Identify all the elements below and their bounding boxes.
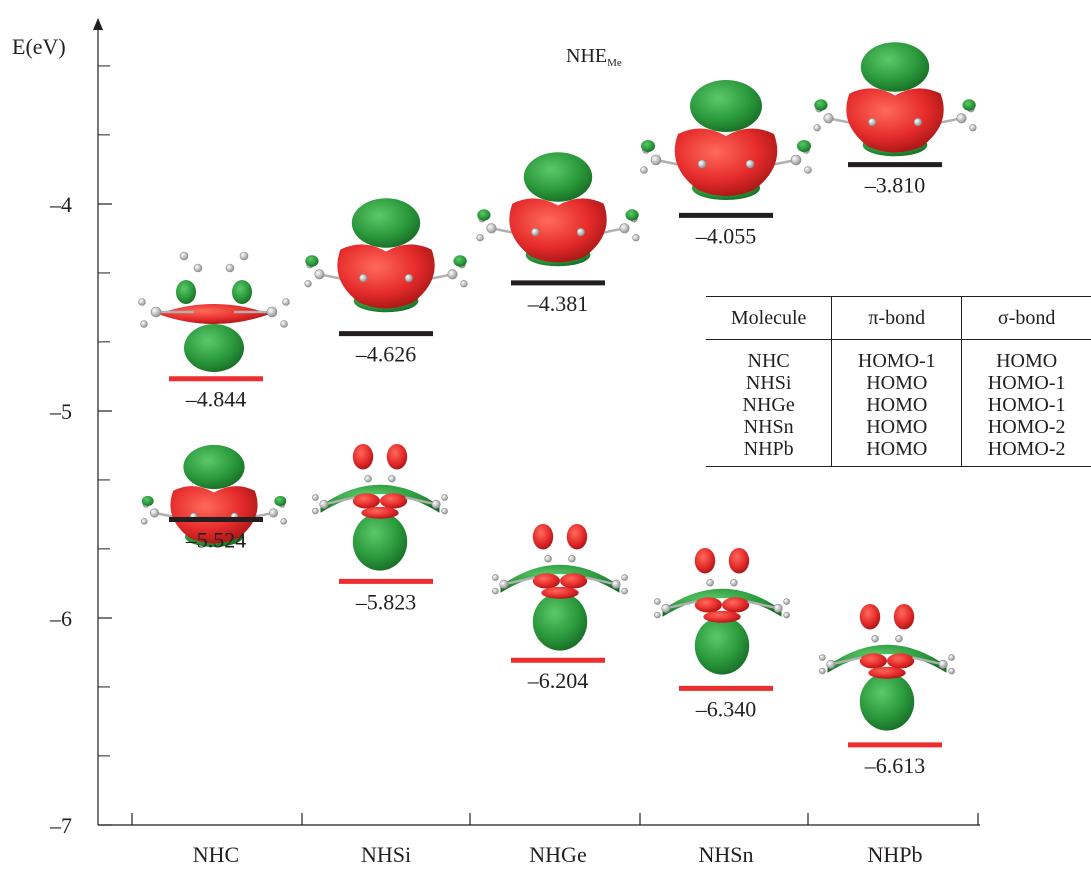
pi-orbital (654, 547, 790, 675)
energy-levels: –4.844 –5.823 –6.204 –6.340 –6.613 –5.524 –4.6… (169, 162, 942, 778)
chart-title-subscript: Me (607, 57, 622, 69)
table-cell: NHSi (745, 372, 792, 394)
pi-orbital (492, 523, 628, 651)
table-body: NHC HOMO-1 HOMO NHSi HOMO HOMO-1 NHGe HOMO HOMO-… (706, 339, 1091, 466)
table-cell: NHC (747, 350, 790, 372)
table-row: NHGe HOMO HOMO-1 (706, 394, 1091, 416)
x-tick-label: NHPb (867, 842, 922, 867)
table-row: NHC HOMO-1 HOMO (706, 339, 1091, 372)
table-header-cell: π-bond (831, 297, 962, 340)
table-row: NHPb HOMO HOMO-2 (706, 438, 1091, 466)
sigma-orbital (476, 152, 640, 267)
pi-orbital (312, 443, 448, 571)
energy-level-label: –3.810 (864, 173, 926, 198)
chart-title: NHEMe (566, 45, 622, 69)
sigma-orbital (813, 42, 977, 157)
y-tick-label: –6 (49, 606, 72, 631)
energy-level-label: –4.626 (355, 342, 417, 367)
energy-level-label: –4.055 (695, 223, 757, 248)
nhc-homo-orbital (138, 251, 290, 372)
pi-orbital (819, 603, 955, 731)
table-row: NHSi HOMO HOMO-1 (706, 372, 1091, 394)
table-header-cell: σ-bond (961, 297, 1091, 340)
table-cell: HOMO (831, 416, 962, 438)
table-cell: NHGe (742, 394, 795, 416)
table-cell: HOMO (831, 394, 962, 416)
table-header-row: Molecule π-bond σ-bond (706, 297, 1091, 340)
table-cell: HOMO-1 (831, 339, 962, 372)
table-cell: HOMO-1 (961, 372, 1091, 394)
table-row: NHSn HOMO HOMO-2 (706, 416, 1091, 438)
y-tick-label: –7 (49, 813, 72, 838)
y-tick-label: –5 (49, 399, 72, 424)
table-cell: HOMO-2 (961, 438, 1091, 466)
energy-level-label: –6.204 (527, 668, 589, 693)
table-cell: HOMO (961, 339, 1091, 372)
table-cell: HOMO-2 (961, 416, 1091, 438)
table-cell: HOMO (831, 438, 962, 466)
energy-level-label: –4.381 (527, 291, 589, 316)
x-tick-label: NHSn (698, 842, 753, 867)
x-tick-label: NHGe (529, 842, 586, 867)
y-axis-label: E(eV) (12, 34, 66, 59)
bond-assignment-table: Molecule π-bond σ-bond NHC HOMO-1 HOMO NHSi HO… (706, 296, 1091, 467)
y-axis-arrow (93, 18, 103, 30)
table-cell: HOMO-1 (961, 394, 1091, 416)
y-tick-label: –4 (49, 192, 72, 217)
sigma-orbital (640, 80, 812, 200)
energy-level-label: –4.844 (185, 387, 247, 412)
energy-level-label: –6.613 (864, 753, 926, 778)
energy-level-label: –6.340 (695, 696, 757, 721)
sigma-orbital (304, 198, 468, 313)
table-cell: HOMO (831, 372, 962, 394)
table-header-cell: Molecule (706, 297, 832, 340)
table-cell: NHSn (743, 416, 794, 438)
orbital-isosurfaces (138, 42, 977, 731)
table-cell: NHPb (743, 438, 794, 460)
x-tick-label: NHSi (361, 842, 411, 867)
energy-level-label: –5.524 (185, 527, 247, 552)
energy-level-label: –5.823 (355, 589, 417, 614)
x-tick-label: NHC (193, 842, 239, 867)
